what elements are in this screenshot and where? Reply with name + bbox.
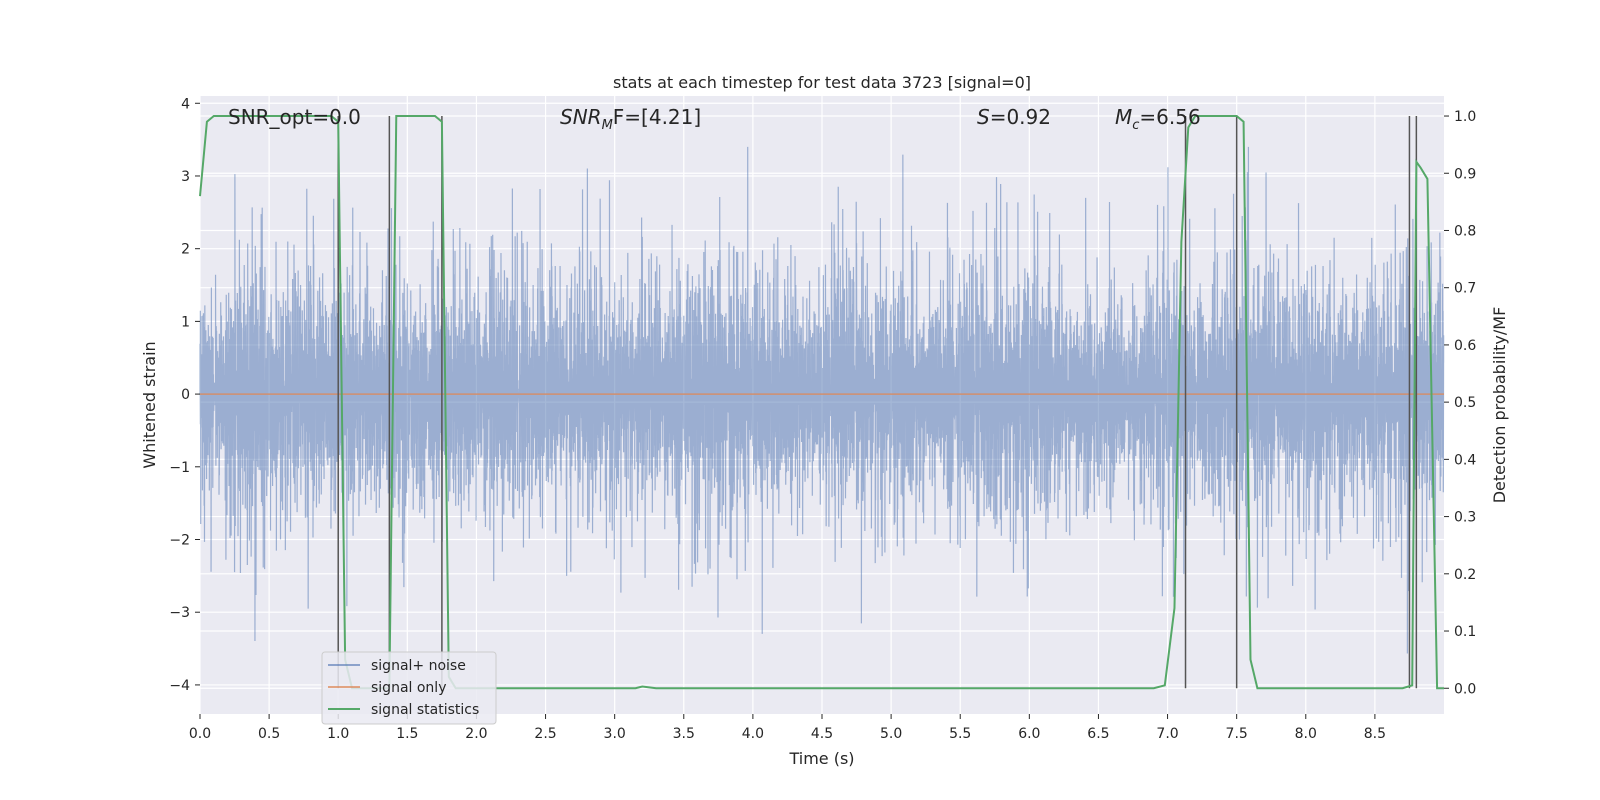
y2-tick-label-5: 0.5 bbox=[1454, 395, 1476, 411]
x-tick-label-0: 0.0 bbox=[189, 726, 211, 742]
y2-tick-label-1: 0.9 bbox=[1454, 166, 1476, 182]
annotation-mc: Mc=6.56 bbox=[1115, 105, 1201, 133]
y2-axis-label: Detection probability/MF bbox=[1490, 307, 1509, 504]
y2-tick-label-6: 0.4 bbox=[1454, 452, 1476, 468]
legend-label-signal-noise: signal+ noise bbox=[371, 658, 466, 674]
annotation-mc-value: =6.56 bbox=[1139, 105, 1200, 129]
x-tick-label-4: 2.0 bbox=[465, 726, 487, 742]
legend-label-signal-statistics: signal statistics bbox=[371, 702, 479, 718]
y2-tick-label-4: 0.6 bbox=[1454, 338, 1476, 354]
x-axis-label: Time (s) bbox=[788, 749, 854, 768]
annotation-s-label: S bbox=[977, 105, 990, 129]
y-tick-label-1: 3 bbox=[181, 169, 190, 185]
y-tick-label-2: 2 bbox=[181, 242, 190, 258]
x-tick-label-13: 6.5 bbox=[1087, 726, 1109, 742]
y-tick-label-3: 1 bbox=[181, 314, 190, 330]
x-tick-label-12: 6.0 bbox=[1018, 726, 1040, 742]
legend: signal+ noise signal only signal statist… bbox=[321, 651, 497, 725]
x-tick-label-15: 7.5 bbox=[1226, 726, 1248, 742]
legend-box bbox=[321, 651, 497, 725]
x-tick-label-3: 1.5 bbox=[396, 726, 418, 742]
x-tick-label-11: 5.5 bbox=[949, 726, 971, 742]
annotation-s: S=0.92 bbox=[977, 105, 1051, 129]
y2-tick-label-0: 1.0 bbox=[1454, 109, 1476, 125]
annotation-snr-opt: SNR_opt=0.0 bbox=[228, 105, 361, 129]
annotation-mc-sub: c bbox=[1132, 118, 1139, 133]
annotation-snr-mf: SNRMF=[4.21] bbox=[560, 105, 701, 133]
x-tick-label-2: 1.0 bbox=[327, 726, 349, 742]
x-tick-label-10: 5.0 bbox=[880, 726, 902, 742]
y2-tick-label-7: 0.3 bbox=[1454, 510, 1476, 526]
x-tick-label-1: 0.5 bbox=[258, 726, 280, 742]
y2-tick-label-10: 0.0 bbox=[1454, 681, 1476, 697]
y2-tick-label-2: 0.8 bbox=[1454, 223, 1476, 239]
y2-tick-label-8: 0.2 bbox=[1454, 567, 1476, 583]
signal-statistics-line bbox=[199, 115, 1444, 690]
legend-label-signal-only: signal only bbox=[371, 680, 446, 696]
x-tick-label-17: 8.5 bbox=[1364, 726, 1386, 742]
y-tick-label-4: 0 bbox=[181, 387, 190, 403]
x-tick-label-16: 8.0 bbox=[1295, 726, 1317, 742]
y-axis-label: Whitened strain bbox=[140, 341, 159, 468]
chart-title: stats at each timestep for test data 372… bbox=[613, 73, 1031, 92]
y-tick-label-8: −4 bbox=[169, 678, 190, 694]
y2-tick-label-3: 0.7 bbox=[1454, 281, 1476, 297]
x-tick-label-5: 2.5 bbox=[534, 726, 556, 742]
x-tick-label-7: 3.5 bbox=[673, 726, 695, 742]
x-tick-label-9: 4.5 bbox=[811, 726, 833, 742]
annotation-snr-mf-base: SNR bbox=[560, 105, 602, 129]
x-tick-label-6: 3.0 bbox=[604, 726, 626, 742]
y-tick-label-7: −3 bbox=[169, 605, 190, 621]
y-tick-label-5: −1 bbox=[169, 460, 190, 476]
axes: 0.0 0.5 1.0 1.5 2.0 2.5 3.0 3.5 4.0 4.5 5.0 5.5 6.0 6… bbox=[169, 96, 1476, 742]
annotation-s-value: =0.92 bbox=[990, 105, 1051, 129]
annotation-mc-label: M bbox=[1115, 105, 1132, 129]
y2-tick-label-9: 0.1 bbox=[1454, 624, 1476, 640]
annotation-snr-mf-rest: F=[4.21] bbox=[613, 105, 701, 129]
x-tick-label-8: 4.0 bbox=[742, 726, 764, 742]
x-tick-label-14: 7.0 bbox=[1156, 726, 1178, 742]
lines-layer bbox=[199, 115, 1444, 690]
annotation-snr-mf-sub: M bbox=[602, 118, 613, 133]
y-tick-label-0: 4 bbox=[181, 96, 190, 112]
y-tick-label-6: −2 bbox=[169, 533, 190, 549]
